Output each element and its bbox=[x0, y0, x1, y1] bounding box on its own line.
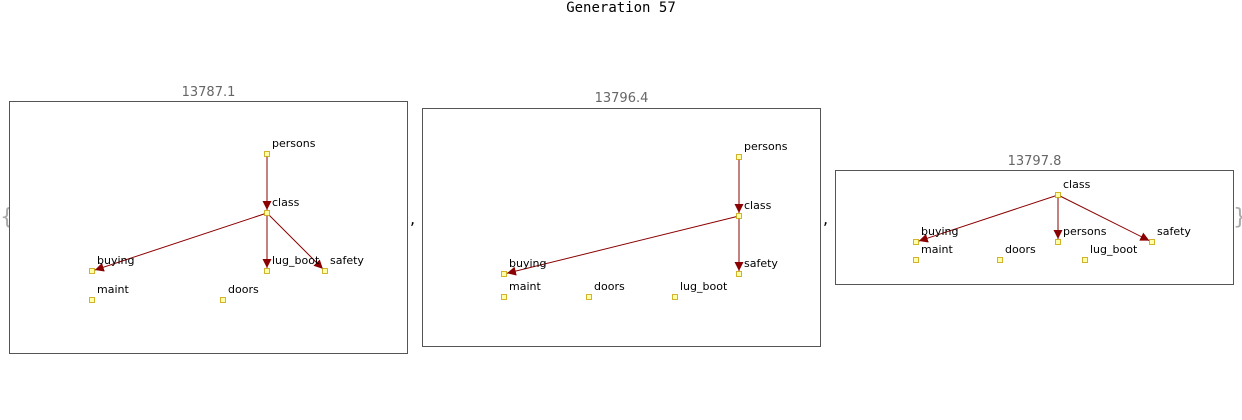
node-label-class: class bbox=[744, 199, 772, 212]
node-label-class: class bbox=[1063, 178, 1091, 191]
node-class[interactable] bbox=[1055, 192, 1061, 198]
node-label-buying: buying bbox=[921, 225, 958, 238]
graph-canvas: class buying persons safety maint doors lug_bo… bbox=[913, 178, 1191, 263]
node-label-buying: buying bbox=[509, 257, 546, 270]
node-label-safety: safety bbox=[744, 257, 778, 270]
node-lug_boot[interactable] bbox=[672, 294, 678, 300]
node-persons[interactable] bbox=[264, 151, 270, 157]
node-maint[interactable] bbox=[913, 257, 919, 263]
graph-panel[interactable]: class buying persons safety maint doors lug_bo… bbox=[835, 170, 1234, 285]
node-label-persons: persons bbox=[1063, 225, 1107, 238]
node-label-lug_boot: lug_boot bbox=[1090, 243, 1138, 256]
separator-2: , bbox=[823, 209, 829, 228]
node-doors[interactable] bbox=[586, 294, 592, 300]
graph-score: 13797.8 bbox=[1007, 154, 1062, 169]
node-label-buying: buying bbox=[97, 254, 134, 267]
node-persons[interactable] bbox=[736, 154, 742, 160]
graph-score: 13787.1 bbox=[181, 85, 236, 100]
node-label-maint: maint bbox=[97, 283, 129, 296]
separator-1: , bbox=[410, 209, 416, 228]
node-persons[interactable] bbox=[1055, 239, 1061, 245]
node-buying[interactable] bbox=[89, 268, 95, 274]
edge-class-to-buying bbox=[918, 194, 1059, 243]
node-label-lug_boot: lug_boot bbox=[272, 254, 320, 267]
graph-panel[interactable]: persons class buying safety maint doors lug_bo… bbox=[422, 108, 821, 347]
page-title: Generation 57 bbox=[566, 0, 676, 16]
node-safety[interactable] bbox=[1149, 239, 1155, 245]
edge-class-to-buying bbox=[506, 215, 740, 276]
node-label-doors: doors bbox=[1005, 243, 1036, 256]
node-doors[interactable] bbox=[220, 297, 226, 303]
graph-score: 13796.4 bbox=[594, 91, 649, 106]
node-label-safety: safety bbox=[330, 254, 364, 267]
node-label-maint: maint bbox=[921, 243, 953, 256]
graph-canvas: persons class buying safety maint doors lug_bo… bbox=[501, 140, 788, 300]
node-label-persons: persons bbox=[272, 137, 316, 150]
node-label-persons: persons bbox=[744, 140, 788, 153]
node-lug_boot[interactable] bbox=[1082, 257, 1088, 263]
node-maint[interactable] bbox=[89, 297, 95, 303]
node-buying[interactable] bbox=[913, 239, 919, 245]
node-label-maint: maint bbox=[509, 280, 541, 293]
node-class[interactable] bbox=[264, 210, 270, 216]
close-brace: } bbox=[1233, 206, 1242, 230]
node-class[interactable] bbox=[736, 213, 742, 219]
edge-class-to-safety bbox=[1057, 194, 1150, 242]
node-label-lug_boot: lug_boot bbox=[680, 280, 728, 293]
node-safety[interactable] bbox=[736, 271, 742, 277]
edge-class-to-safety bbox=[266, 212, 324, 270]
node-label-doors: doors bbox=[228, 283, 259, 296]
node-safety[interactable] bbox=[322, 268, 328, 274]
graph-panel[interactable]: persons class buying lug_boot safety maint doo… bbox=[9, 101, 408, 354]
node-lug_boot[interactable] bbox=[264, 268, 270, 274]
graph-canvas: persons class buying lug_boot safety maint doo… bbox=[89, 137, 364, 303]
node-label-doors: doors bbox=[594, 280, 625, 293]
node-doors[interactable] bbox=[997, 257, 1003, 263]
node-label-safety: safety bbox=[1157, 225, 1191, 238]
node-maint[interactable] bbox=[501, 294, 507, 300]
edge-class-to-buying bbox=[94, 212, 268, 272]
node-buying[interactable] bbox=[501, 271, 507, 277]
node-label-class: class bbox=[272, 196, 300, 209]
